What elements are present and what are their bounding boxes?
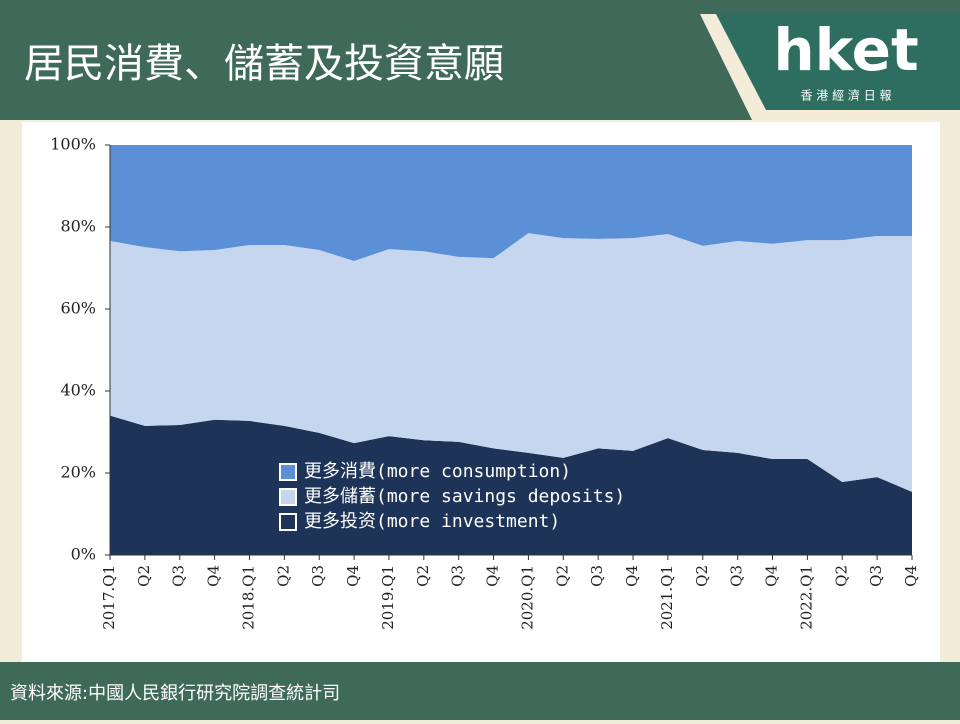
x-tick-label: Q2 <box>693 565 711 587</box>
x-tick-label: 2017.Q1 <box>100 565 118 630</box>
y-tick-label: 20% <box>60 463 96 482</box>
x-tick-label: Q2 <box>553 565 571 587</box>
legend-swatch <box>279 513 297 531</box>
footer-band <box>0 662 960 720</box>
logo-subtitle: 香 港 經 濟 日 報 <box>800 88 891 103</box>
x-tick-label: Q3 <box>867 565 885 587</box>
y-tick-label: 0% <box>71 545 96 564</box>
area <box>110 415 912 555</box>
footer-source: 資料來源:中國人民銀行研究院調查統計司 <box>10 683 340 704</box>
x-tick-label: Q3 <box>449 565 467 587</box>
x-tick-label: 2022.Q1 <box>797 565 815 630</box>
legend-swatch <box>279 488 297 506</box>
x-tick-label: Q2 <box>414 565 432 587</box>
legend-swatch <box>279 463 297 481</box>
chart: 0% 20% 40% 60% 80% 100% 2017.Q1 Q2 Q3 Q4 2018.Q1 Q2… <box>50 135 920 630</box>
x-tick-label: 2020.Q1 <box>518 565 536 630</box>
x-tick-label: 2018.Q1 <box>239 565 257 630</box>
x-tick-label: Q4 <box>344 565 362 587</box>
x-tick-label: Q3 <box>170 565 188 587</box>
area <box>110 145 912 262</box>
legend-label: 更多消費(more consumption) <box>304 461 571 482</box>
x-tick-label: Q4 <box>623 565 641 587</box>
x-tick-label: Q4 <box>484 565 502 587</box>
x-tick-label: Q4 <box>205 565 223 587</box>
x-tick-label: Q2 <box>274 565 292 587</box>
y-tick-label: 40% <box>60 381 96 400</box>
x-tick-label: Q4 <box>763 565 781 587</box>
x-tick-label: 2019.Q1 <box>379 565 397 630</box>
legend-label: 更多儲蓄(more savings deposits) <box>304 486 625 507</box>
x-tick-label: Q3 <box>588 565 606 587</box>
y-tick-label: 80% <box>60 217 96 236</box>
logo-name: hket <box>773 16 918 84</box>
y-tick-label: 60% <box>60 299 96 318</box>
x-tick-label: 2021.Q1 <box>658 565 676 630</box>
x-tick-label: Q4 <box>902 565 920 587</box>
x-tick-label: Q3 <box>728 565 746 587</box>
area <box>110 233 912 492</box>
x-tick-label: Q2 <box>832 565 850 587</box>
x-tick-label: Q2 <box>135 565 153 587</box>
logo-band <box>716 14 960 110</box>
header-title: 居民消費、儲蓄及投資意願 <box>24 41 504 87</box>
x-tick-label: Q3 <box>309 565 327 587</box>
y-tick-label: 100% <box>50 135 96 154</box>
legend-label: 更多投资(more investment) <box>304 511 560 532</box>
